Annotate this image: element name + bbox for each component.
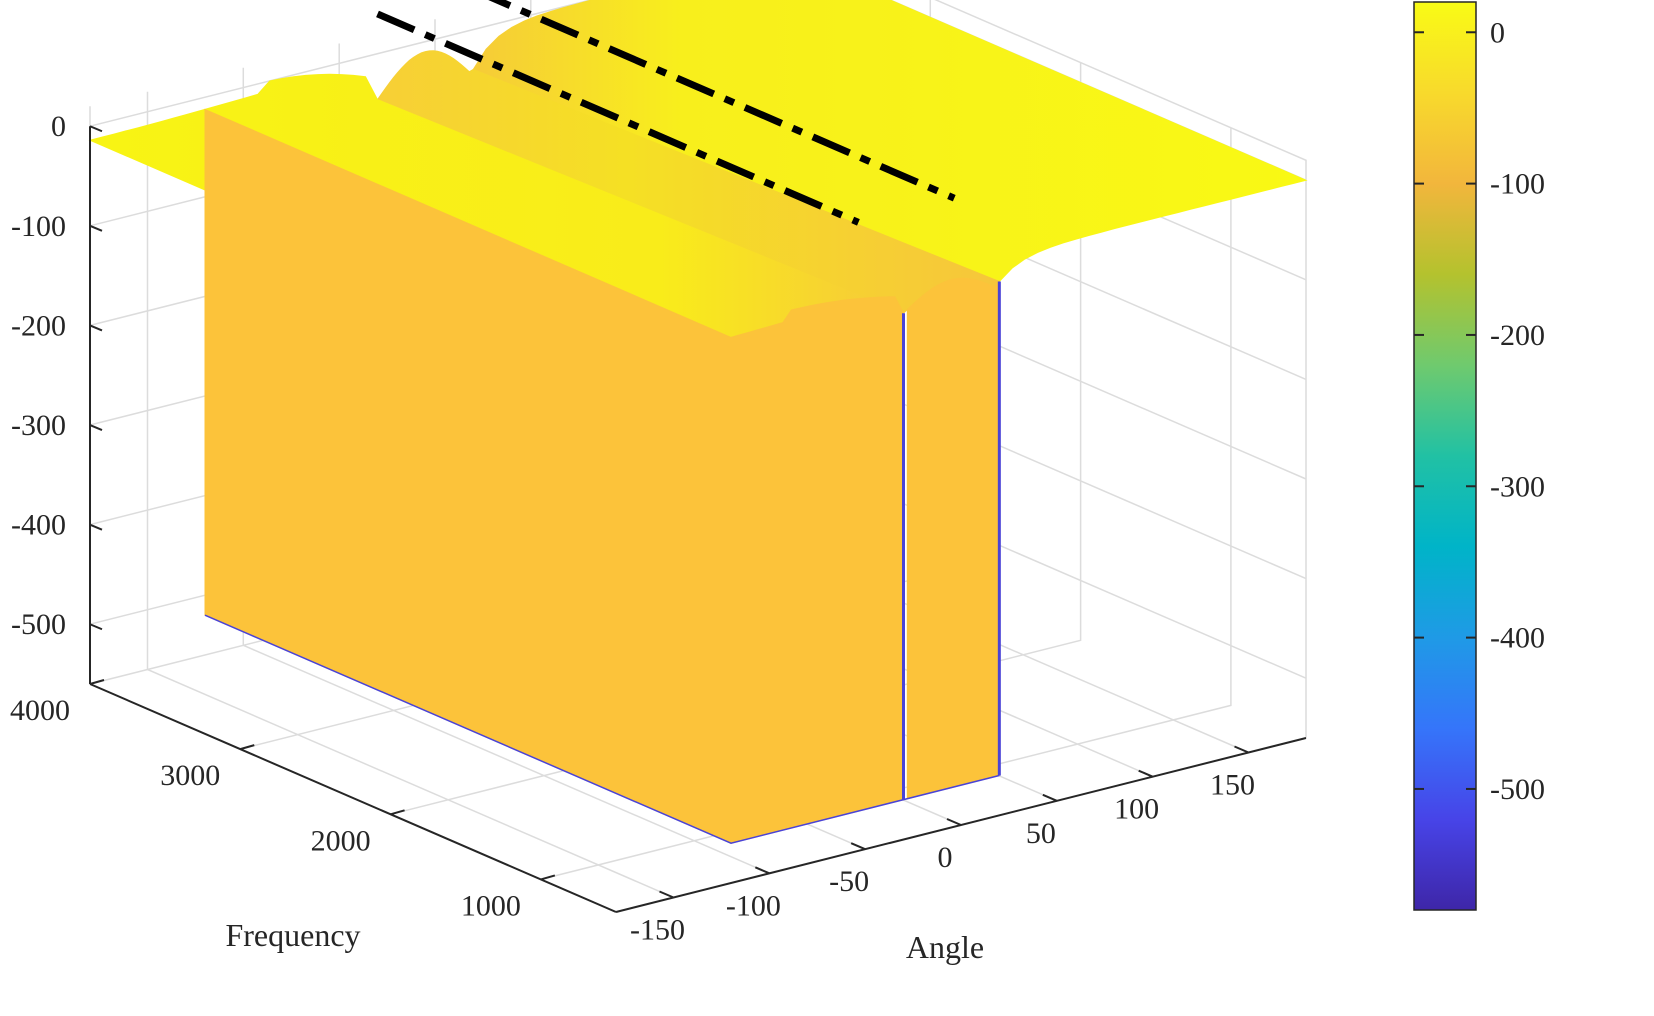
- angle-tick-label: -150: [630, 914, 685, 947]
- colorbar-tick-label: -300: [1490, 470, 1545, 503]
- axes: [89, 125, 1307, 913]
- angle-tick-label: 100: [1114, 793, 1159, 826]
- frequency-axis: [89, 683, 617, 913]
- z-tick: [89, 523, 103, 531]
- surface-floor-edge: [204, 614, 1000, 844]
- z-tick: [89, 125, 103, 133]
- frequency-tick: [89, 679, 105, 685]
- surface-right-sheet: [472, 0, 1308, 283]
- colorbar-tick-label: -200: [1490, 319, 1545, 352]
- angle-tick: [659, 890, 674, 899]
- angle-tick-label: 50: [1026, 817, 1056, 850]
- frequency-tick-label: 3000: [160, 759, 220, 792]
- z-tick: [89, 324, 103, 332]
- colorbar-tick-label: 0: [1490, 16, 1505, 49]
- frequency-tick-label: 1000: [461, 889, 521, 922]
- z-tick-label: 0: [51, 110, 66, 143]
- frequency-tick: [540, 874, 556, 881]
- colorbar-tick-label: -500: [1490, 773, 1545, 806]
- z-tick: [89, 424, 103, 431]
- z-tick-label: -300: [11, 409, 66, 442]
- frequency-tick-label: 2000: [311, 824, 371, 857]
- colorbar-ticks: 0 -100 -200 -300 -400 -500: [1414, 16, 1545, 806]
- frequency-tick: [390, 809, 405, 816]
- angle-tick-label: 150: [1210, 769, 1255, 802]
- y-axis-label: Frequency: [225, 917, 360, 953]
- tick-labels: 0-100-200-300-400-5001000200030004000-15…: [10, 110, 1255, 946]
- angle-tick: [850, 842, 866, 851]
- angle-tick-label: -50: [829, 865, 869, 898]
- angle-tick: [1042, 793, 1058, 802]
- colorbar-gradient: [1413, 1, 1477, 911]
- surface-plot: [88, 0, 1308, 844]
- z-tick-label: -400: [11, 509, 66, 542]
- frequency-tick: [240, 744, 255, 751]
- angle-tick: [946, 818, 962, 826]
- colorbar-tick-label: -400: [1490, 622, 1545, 655]
- surface-front-wall-left: [730, 296, 904, 844]
- null-line-2: [488, 0, 956, 202]
- null-line-1: [376, 10, 860, 226]
- angle-tick: [1234, 745, 1249, 754]
- frequency-tick-label: 4000: [10, 694, 70, 727]
- angle-tick-label: 0: [938, 841, 953, 874]
- x-axis-label: Angle: [906, 929, 984, 965]
- z-tick-label: -500: [11, 608, 66, 641]
- colorbar: [1413, 1, 1477, 911]
- surface-front-wall-middle: [906, 277, 1000, 800]
- z-tick-label: -200: [11, 309, 66, 342]
- z-tick-label: -100: [11, 210, 66, 243]
- angle-tick: [1138, 769, 1154, 778]
- angle-tick: [754, 866, 770, 875]
- z-tick: [89, 623, 103, 631]
- null-lines: [376, 0, 956, 226]
- angle-tick-label: -100: [726, 889, 781, 922]
- colorbar-tick-label: -100: [1490, 168, 1545, 201]
- z-tick: [89, 224, 103, 232]
